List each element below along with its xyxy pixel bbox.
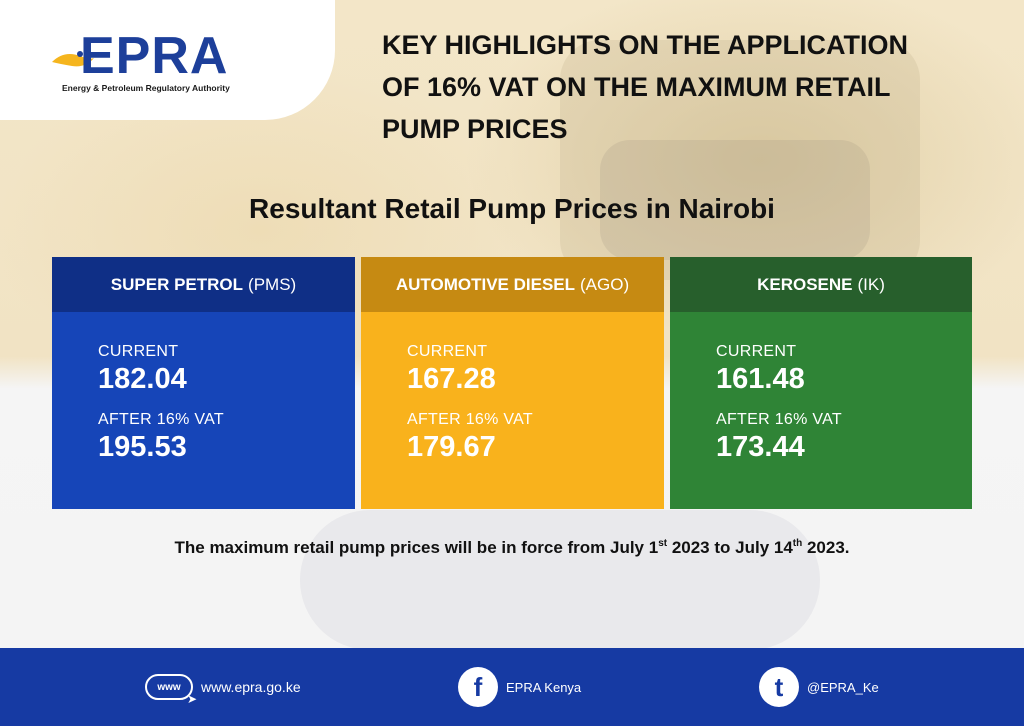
- note-part-2: 2023 to July 14: [667, 538, 793, 557]
- after-vat-label: AFTER 16% VAT: [98, 411, 225, 428]
- facebook-icon: f: [458, 667, 498, 707]
- logo-panel: EPRA Energy & Petroleum Regulatory Autho…: [0, 0, 335, 120]
- footer-facebook[interactable]: f EPRA Kenya: [458, 648, 581, 726]
- card-header: AUTOMOTIVE DIESEL (AGO): [361, 257, 664, 312]
- card-body: CURRENT 161.48 AFTER 16% VAT 173.44: [670, 312, 972, 464]
- current-label: CURRENT: [98, 343, 179, 360]
- product-code: (IK): [857, 274, 885, 294]
- epra-logo: EPRA Energy & Petroleum Regulatory Autho…: [50, 30, 250, 94]
- price-cards: SUPER PETROL (PMS) CURRENT 182.04 AFTER …: [52, 257, 972, 509]
- current-price: 167.28: [407, 363, 496, 395]
- headline-line-3: PUMP PRICES: [382, 114, 568, 144]
- card-body: CURRENT 182.04 AFTER 16% VAT 195.53: [52, 312, 355, 464]
- card-kerosene: KEROSENE (IK) CURRENT 161.48 AFTER 16% V…: [670, 257, 972, 509]
- after-vat-label: AFTER 16% VAT: [407, 411, 534, 428]
- current-label: CURRENT: [407, 343, 488, 360]
- background-nozzle-shape: [300, 510, 820, 650]
- after-vat-price: 179.67: [407, 431, 496, 463]
- note-sup-2: th: [792, 538, 803, 549]
- logo-swoosh-icon: [52, 51, 94, 67]
- footer-bar: www ➤ www.epra.go.ke f EPRA Kenya t @EPR…: [0, 648, 1024, 726]
- logo-tagline: Energy & Petroleum Regulatory Authority: [62, 83, 230, 93]
- web-icon: www ➤: [145, 674, 197, 706]
- product-code: (AGO): [580, 274, 630, 294]
- product-name: SUPER PETROL: [110, 274, 244, 294]
- cursor-icon: ➤: [186, 692, 197, 706]
- card-header: SUPER PETROL (PMS): [52, 257, 355, 312]
- headline-line-1: KEY HIGHLIGHTS ON THE APPLICATION: [382, 30, 909, 60]
- note-part-1: The maximum retail pump prices will be i…: [174, 538, 659, 557]
- headline: KEY HIGHLIGHTS ON THE APPLICATION OF 16%…: [382, 24, 982, 150]
- facebook-link[interactable]: EPRA Kenya: [506, 679, 582, 695]
- note-part-3: 2023.: [802, 538, 850, 557]
- product-name: AUTOMOTIVE DIESEL: [395, 274, 576, 294]
- footer-twitter[interactable]: t @EPRA_Ke: [759, 648, 879, 726]
- card-super-petrol: SUPER PETROL (PMS) CURRENT 182.04 AFTER …: [52, 257, 355, 509]
- after-vat-price: 195.53: [98, 431, 187, 463]
- website-link[interactable]: www.epra.go.ke: [201, 679, 301, 695]
- validity-note: The maximum retail pump prices will be i…: [0, 538, 1024, 558]
- card-body: CURRENT 167.28 AFTER 16% VAT 179.67: [361, 312, 664, 464]
- background-pump-screen-shape: [600, 140, 870, 260]
- after-vat-label: AFTER 16% VAT: [716, 411, 843, 428]
- twitter-link[interactable]: @EPRA_Ke: [807, 679, 879, 695]
- twitter-icon: t: [759, 667, 799, 707]
- current-price: 182.04: [98, 363, 187, 395]
- card-header: KEROSENE (IK): [670, 257, 972, 312]
- current-label: CURRENT: [716, 343, 797, 360]
- logo-wordmark: EPRA: [80, 27, 229, 85]
- headline-line-2: OF 16% VAT ON THE MAXIMUM RETAIL: [382, 72, 891, 102]
- note-sup-1: st: [658, 538, 668, 549]
- product-name: KEROSENE: [757, 274, 853, 294]
- footer-website[interactable]: www ➤ www.epra.go.ke: [145, 648, 301, 726]
- card-automotive-diesel: AUTOMOTIVE DIESEL (AGO) CURRENT 167.28 A…: [361, 257, 664, 509]
- subtitle: Resultant Retail Pump Prices in Nairobi: [249, 193, 775, 224]
- product-code: (PMS): [248, 274, 297, 294]
- current-price: 161.48: [716, 363, 805, 395]
- background-pump-shape: [560, 40, 920, 280]
- after-vat-price: 173.44: [716, 431, 805, 463]
